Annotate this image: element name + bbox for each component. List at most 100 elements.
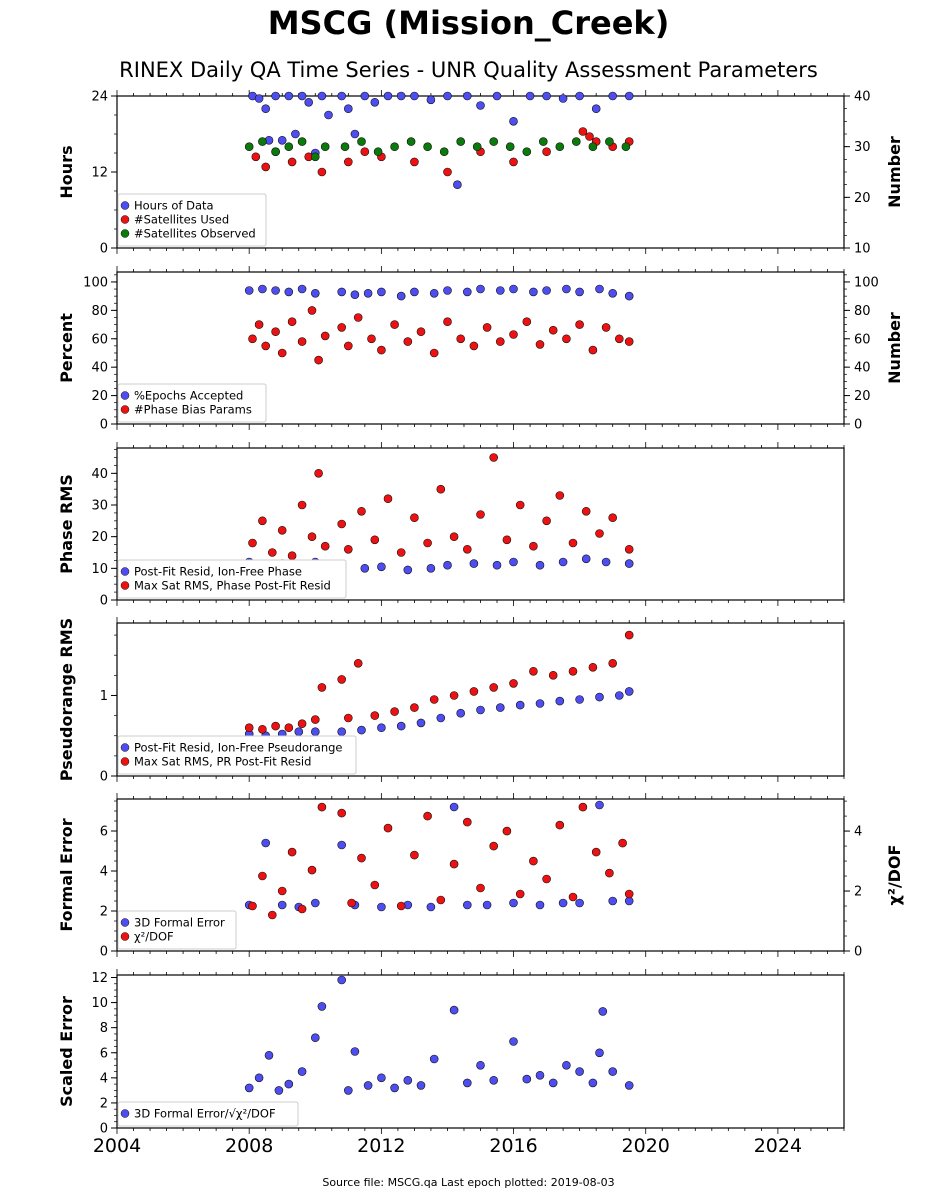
data-point xyxy=(258,516,267,526)
data-point xyxy=(267,910,277,920)
y-tick-label: 80 xyxy=(91,304,108,319)
data-point xyxy=(456,137,466,146)
x-tick-label: 2012 xyxy=(357,1135,405,1157)
data-point xyxy=(377,287,386,297)
data-point xyxy=(410,91,419,101)
y-tick-label: 0 xyxy=(100,945,108,960)
y-right-tick-label: 60 xyxy=(854,332,871,347)
data-point xyxy=(476,883,485,893)
data-point xyxy=(562,284,571,294)
data-point xyxy=(337,808,347,818)
data-point xyxy=(350,1047,360,1056)
data-point xyxy=(588,142,598,151)
data-point xyxy=(390,707,399,716)
data-point xyxy=(624,559,634,568)
data-point xyxy=(542,147,551,156)
data-point xyxy=(495,337,505,346)
data-point xyxy=(535,699,545,708)
data-point xyxy=(271,91,280,101)
data-point xyxy=(390,1083,399,1093)
data-point xyxy=(317,1002,327,1011)
data-point xyxy=(307,306,317,315)
y-right-tick-label: 40 xyxy=(854,90,871,105)
data-point xyxy=(410,287,419,297)
data-point xyxy=(337,975,347,985)
data-point xyxy=(284,723,294,733)
data-point xyxy=(271,286,280,295)
data-point xyxy=(595,800,604,810)
legend-marker xyxy=(120,215,130,224)
data-point xyxy=(370,880,380,890)
data-point xyxy=(310,288,320,298)
data-point xyxy=(396,91,406,101)
data-point xyxy=(462,1078,472,1088)
data-point xyxy=(410,703,419,712)
y-tick-label: 1 xyxy=(100,689,108,704)
data-point xyxy=(396,901,406,911)
data-point xyxy=(353,658,363,668)
data-point xyxy=(284,287,294,297)
data-point xyxy=(614,691,624,700)
data-point xyxy=(396,291,406,301)
data-point xyxy=(492,560,502,570)
y-tick-label: 4 xyxy=(100,865,108,880)
legend-box xyxy=(117,193,267,247)
data-point xyxy=(568,892,578,902)
y-tick-label: 6 xyxy=(100,1046,108,1061)
data-point xyxy=(244,1083,254,1093)
data-point xyxy=(453,180,462,189)
data-point xyxy=(588,1078,598,1088)
data-point xyxy=(254,320,264,329)
y-tick-label: 20 xyxy=(91,389,108,404)
data-point xyxy=(489,841,499,851)
data-point xyxy=(357,506,366,516)
data-point xyxy=(297,284,307,294)
legend-marker xyxy=(120,918,130,927)
data-point xyxy=(591,104,601,113)
data-point xyxy=(317,91,327,101)
data-point xyxy=(337,840,347,850)
data-point xyxy=(264,1051,274,1060)
data-point xyxy=(410,513,419,523)
data-point xyxy=(416,1081,426,1090)
data-point xyxy=(258,871,267,881)
data-point xyxy=(271,327,280,337)
y-tick-label: 8 xyxy=(100,1021,108,1036)
data-point xyxy=(529,541,538,551)
data-point xyxy=(605,868,614,878)
data-point xyxy=(337,519,347,529)
data-point xyxy=(456,334,466,344)
data-point xyxy=(542,874,551,884)
data-point xyxy=(462,91,472,101)
data-point xyxy=(575,695,584,704)
data-point xyxy=(535,340,545,349)
y-tick-label: 0 xyxy=(100,594,108,609)
y-right-tick-label: 20 xyxy=(854,389,871,404)
data-point xyxy=(578,127,588,136)
y-axis-label: Scaled Error xyxy=(57,996,76,1107)
y-tick-label: 60 xyxy=(91,332,108,347)
y-right-tick-label: 10 xyxy=(854,242,871,257)
legend-marker xyxy=(120,405,130,414)
data-point xyxy=(297,91,307,101)
data-point xyxy=(588,345,598,355)
data-point xyxy=(310,1033,320,1042)
data-point xyxy=(529,287,538,297)
data-point xyxy=(297,904,307,914)
y-axis-label: Hours xyxy=(57,145,76,198)
data-point xyxy=(608,1067,618,1076)
data-point xyxy=(343,157,353,167)
data-point xyxy=(310,898,320,908)
data-point xyxy=(360,147,370,156)
data-point xyxy=(489,453,499,462)
data-point xyxy=(585,132,594,141)
data-point xyxy=(436,895,446,905)
data-point xyxy=(337,727,347,737)
data-point xyxy=(601,557,611,567)
data-point xyxy=(416,718,426,728)
data-point xyxy=(370,535,380,545)
data-point xyxy=(377,1073,386,1083)
data-point xyxy=(476,510,485,519)
data-point xyxy=(324,110,333,120)
y-tick-label: 20 xyxy=(91,530,108,545)
